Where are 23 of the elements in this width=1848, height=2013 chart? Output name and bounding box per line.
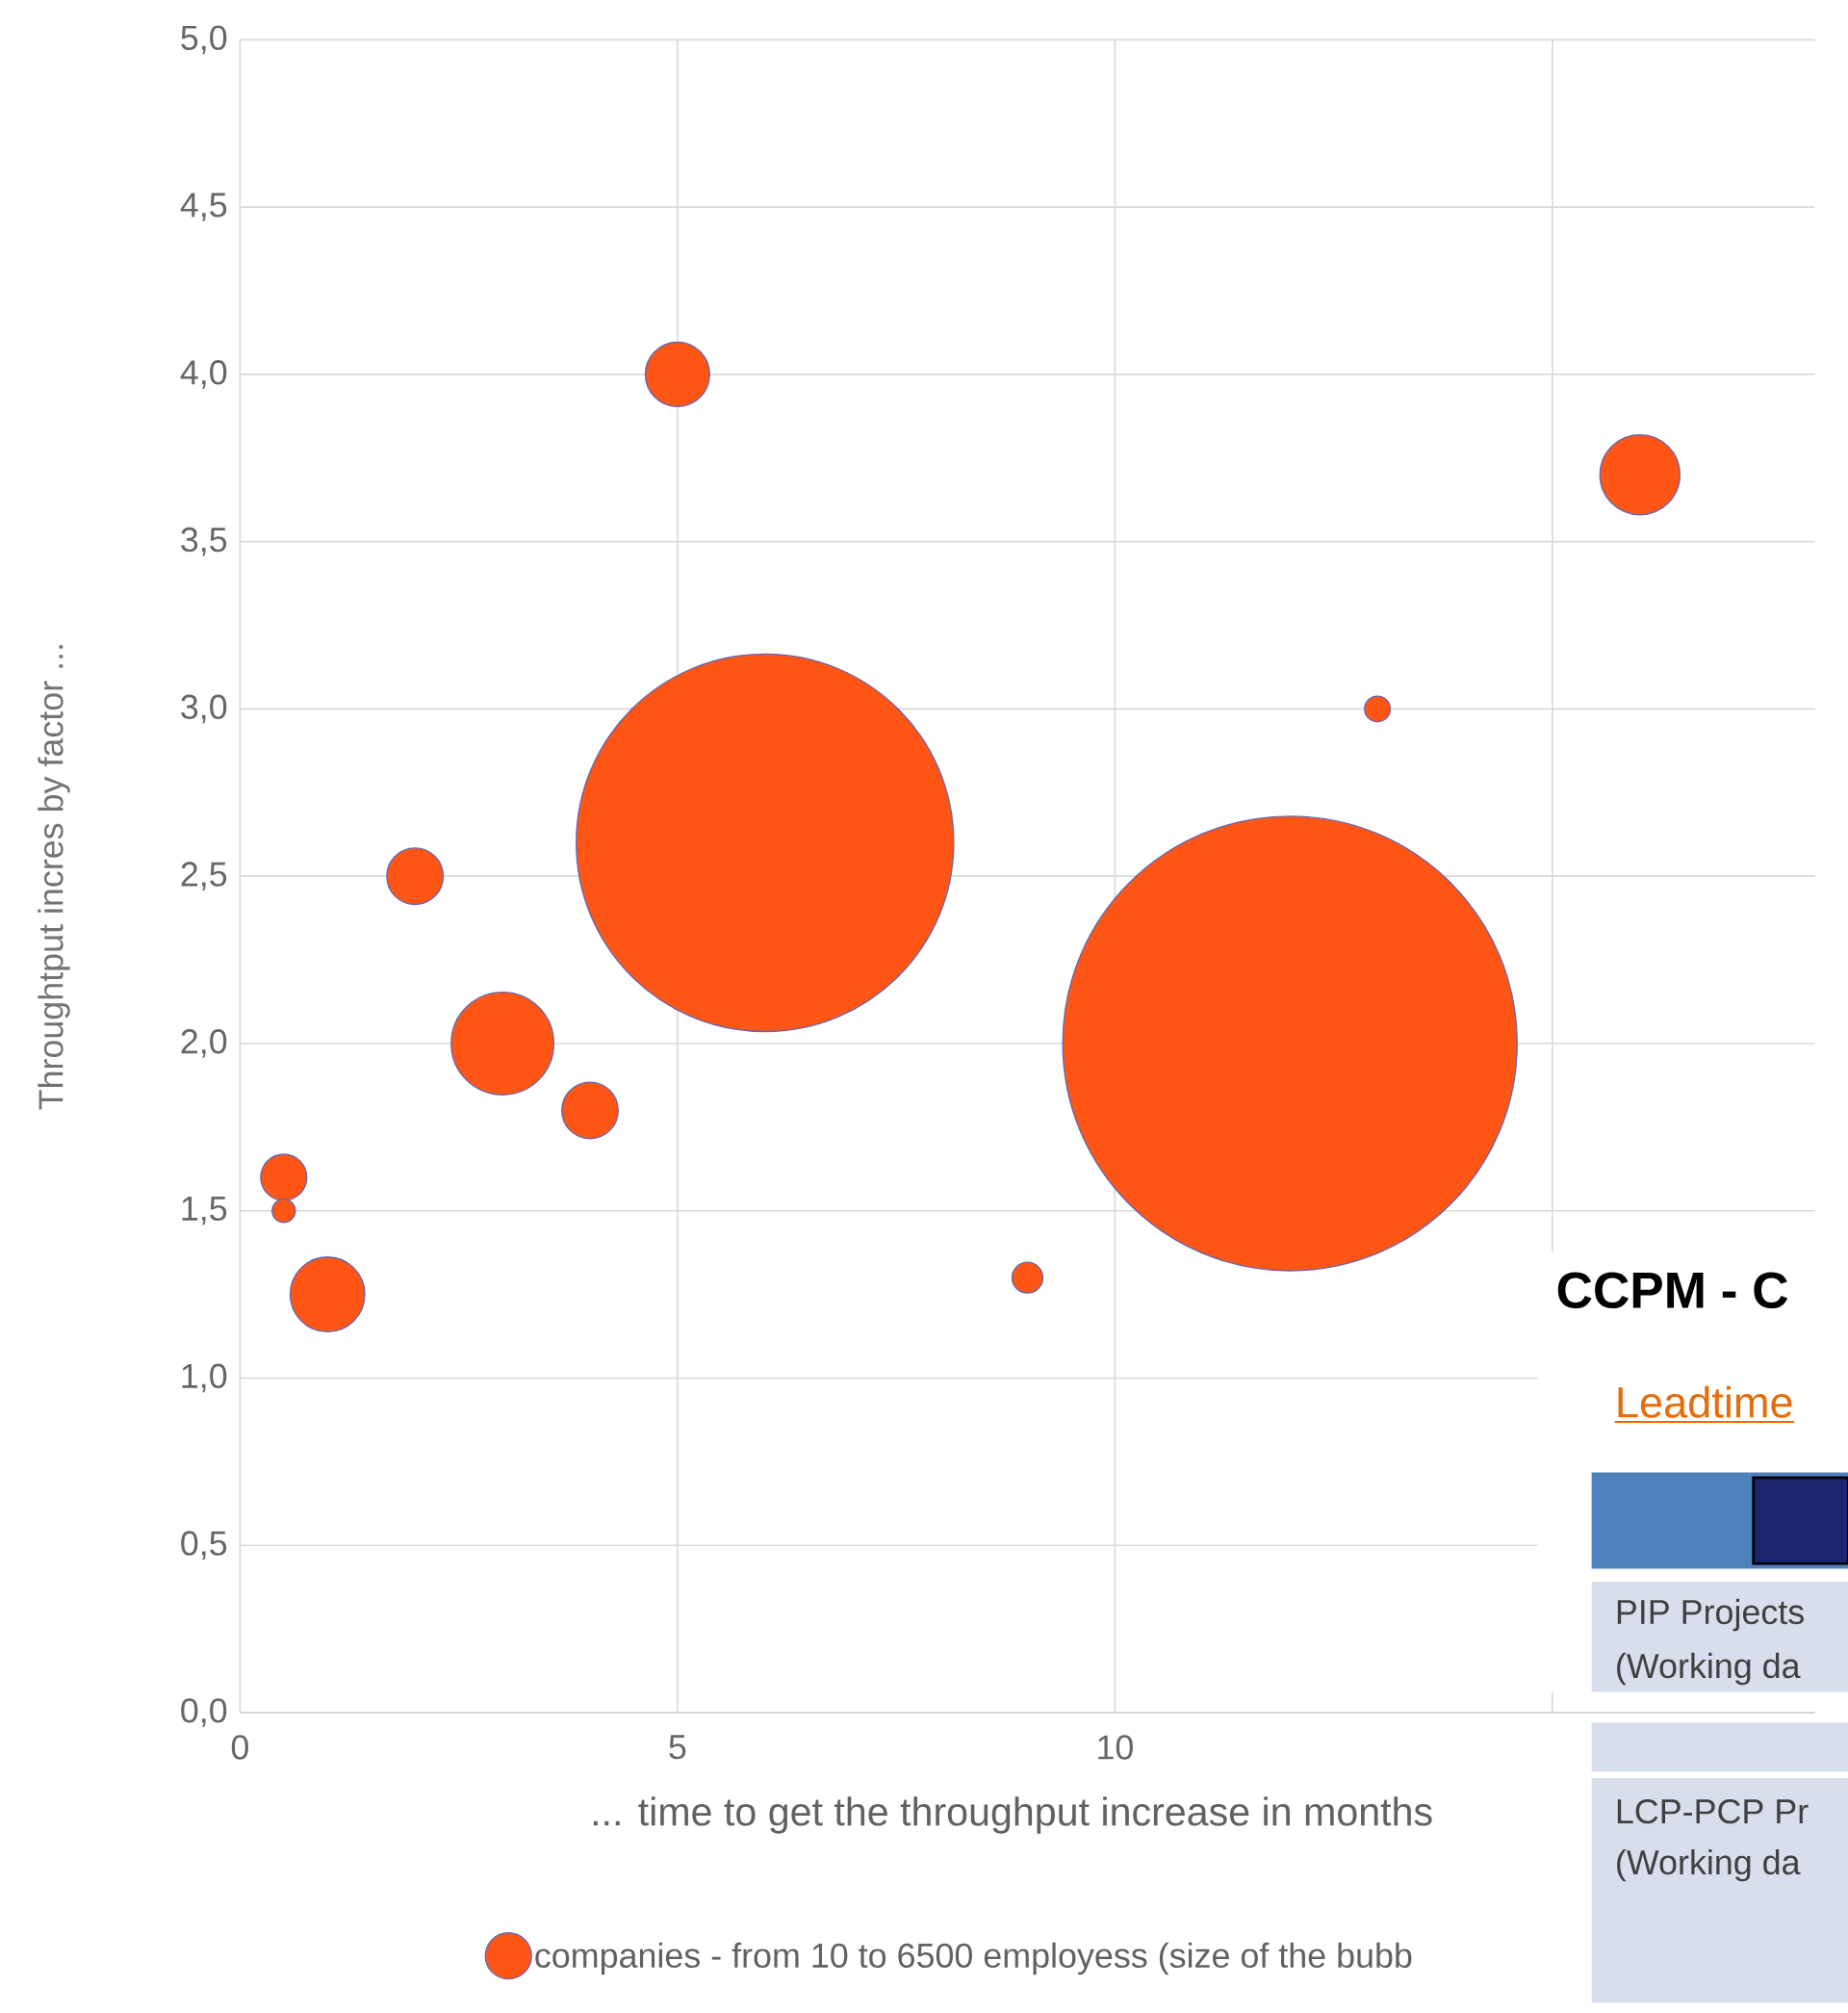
legend-label: companies - from 10 to 6500 employess (size of the bubb [535,1942,1412,1975]
y-tick-label: 1,0 [182,1363,227,1393]
y-axis-title: Throughtput incres by factor ... [38,645,70,1110]
y-tick-label: 3,5 [181,527,227,556]
y-tick-label: 5,0 [181,25,227,55]
annotation: (Working da [1616,1652,1801,1686]
y-tick-label: 4,5 [180,193,227,221]
y-tick-label: 2,5 [181,862,227,890]
text: (Working da [1616,1848,1801,1882]
annotation: Leadtime [1618,1385,1792,1418]
x-tick-label: 0 [231,1735,248,1760]
x-tick-label: 5 [669,1735,686,1760]
x-tick-label: 10 [1098,1735,1133,1760]
x-axis-title: ... time to get the throughput increase in months [593,1796,1432,1834]
annotation: CCPM - C [1557,1272,1787,1309]
y-tick-label: 0,5 [181,1531,227,1560]
annotation: PIP Projects [1617,1598,1804,1632]
y-tick-label: 1,5 [182,1197,227,1226]
y-tick-label: 4,0 [180,360,227,389]
y-tick-label: 0,0 [181,1698,227,1727]
text: LCP-PCP Pr [1617,1798,1809,1824]
y-tick-label: 3,0 [181,694,227,724]
y-tick-label: 2,0 [181,1029,227,1058]
